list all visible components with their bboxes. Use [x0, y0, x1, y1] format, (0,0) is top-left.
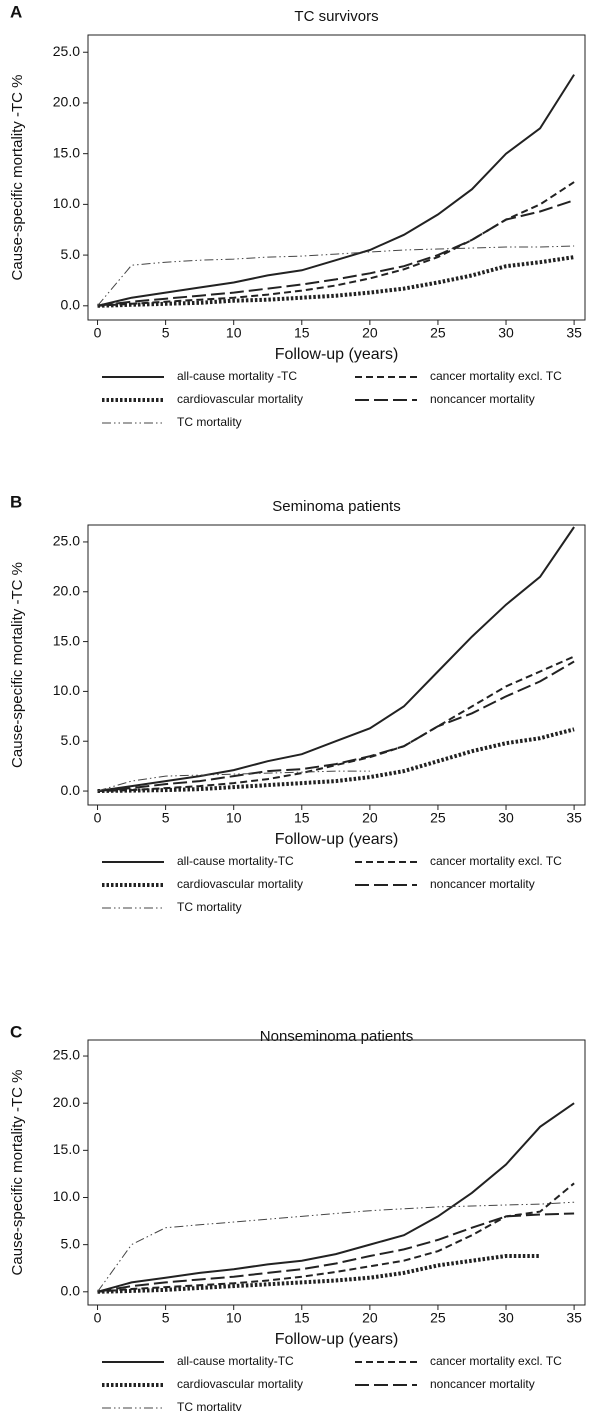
panel-letter: C: [10, 1022, 22, 1041]
series-line: [97, 1102, 575, 1293]
x-axis-label: Follow-up (years): [275, 346, 399, 363]
series-line: [97, 245, 575, 307]
legend-label: cardiovascular mortality: [177, 877, 303, 891]
series-line: [97, 1212, 575, 1293]
x-tick-label: 15: [294, 810, 310, 826]
x-tick-label: 10: [226, 1310, 242, 1326]
y-tick-label: 0.0: [61, 1283, 81, 1299]
legend-label: cancer mortality excl. TC: [430, 854, 562, 868]
x-tick-label: 20: [362, 1310, 378, 1326]
series-line: [97, 74, 575, 307]
x-tick-label: 30: [498, 325, 514, 341]
x-axis-label: Follow-up (years): [275, 1331, 399, 1348]
chart-title: Nonseminoma patients: [260, 1028, 413, 1045]
legend-label: all-cause mortality -TC: [177, 369, 297, 383]
x-tick-label: 0: [94, 810, 102, 826]
series-line: [97, 1254, 541, 1294]
series-line: [97, 660, 575, 792]
legend-label: TC mortality: [177, 415, 242, 429]
x-tick-label: 20: [362, 325, 378, 341]
y-tick-label: 25.0: [53, 43, 80, 59]
x-tick-label: 25: [430, 1310, 446, 1326]
legend-label: TC mortality: [177, 900, 242, 914]
x-tick-label: 10: [226, 810, 242, 826]
x-tick-label: 35: [566, 1310, 582, 1326]
plot-frame: [87, 524, 586, 806]
legend-label: cardiovascular mortality: [177, 1377, 303, 1391]
series-line: [97, 655, 575, 792]
legend-label: cancer mortality excl. TC: [430, 1354, 562, 1368]
y-tick-label: 25.0: [53, 533, 80, 549]
y-tick-label: 10.0: [53, 682, 80, 698]
panel-letter: A: [10, 2, 22, 21]
y-tick-label: 15.0: [53, 1141, 80, 1157]
y-axis-label: Cause-specific mortality -TC %: [9, 1070, 26, 1276]
x-tick-label: 5: [162, 325, 170, 341]
plot-frame: [87, 1039, 586, 1306]
y-tick-label: 5.0: [61, 1235, 81, 1251]
series-line: [97, 181, 575, 307]
legend-label: TC mortality: [177, 1400, 242, 1411]
series-line: [97, 199, 575, 307]
chart-title: Seminoma patients: [272, 498, 400, 515]
series-line: [97, 255, 575, 308]
series-line: [97, 1201, 575, 1293]
x-tick-label: 25: [430, 810, 446, 826]
x-tick-label: 15: [294, 325, 310, 341]
x-tick-label: 30: [498, 810, 514, 826]
y-tick-label: 0.0: [61, 782, 81, 798]
x-tick-label: 15: [294, 1310, 310, 1326]
y-tick-label: 15.0: [53, 632, 80, 648]
y-tick-label: 25.0: [53, 1047, 80, 1063]
series-line: [97, 526, 575, 792]
y-tick-label: 20.0: [53, 94, 80, 110]
y-tick-label: 5.0: [61, 246, 81, 262]
y-tick-label: 20.0: [53, 1094, 80, 1110]
x-tick-label: 0: [94, 325, 102, 341]
plot-frame: [87, 34, 586, 321]
y-tick-label: 10.0: [53, 195, 80, 211]
x-tick-label: 25: [430, 325, 446, 341]
x-tick-label: 0: [94, 1310, 102, 1326]
panel-letter: B: [10, 492, 22, 511]
legend-label: all-cause mortality-TC: [177, 854, 294, 868]
legend-label: noncancer mortality: [430, 1377, 535, 1391]
y-tick-label: 0.0: [61, 297, 81, 313]
series-line: [97, 1182, 575, 1293]
series-line: [97, 727, 575, 793]
x-tick-label: 20: [362, 810, 378, 826]
legend-label: all-cause mortality-TC: [177, 1354, 294, 1368]
legend-label: noncancer mortality: [430, 392, 535, 406]
x-tick-label: 30: [498, 1310, 514, 1326]
y-tick-label: 5.0: [61, 732, 81, 748]
y-axis-label: Cause-specific mortality -TC %: [9, 75, 26, 281]
legend-label: cancer mortality excl. TC: [430, 369, 562, 383]
x-tick-label: 5: [162, 1310, 170, 1326]
y-tick-label: 10.0: [53, 1188, 80, 1204]
x-axis-label: Follow-up (years): [275, 831, 399, 848]
x-tick-label: 10: [226, 325, 242, 341]
legend-label: cardiovascular mortality: [177, 392, 303, 406]
x-tick-label: 5: [162, 810, 170, 826]
series-line: [97, 770, 370, 792]
legend-label: noncancer mortality: [430, 877, 535, 891]
chart-title: TC survivors: [294, 8, 378, 25]
y-tick-label: 20.0: [53, 582, 80, 598]
x-tick-label: 35: [566, 325, 582, 341]
y-axis-label: Cause-specific mortality -TC %: [9, 562, 26, 768]
x-tick-label: 35: [566, 810, 582, 826]
y-tick-label: 15.0: [53, 144, 80, 160]
